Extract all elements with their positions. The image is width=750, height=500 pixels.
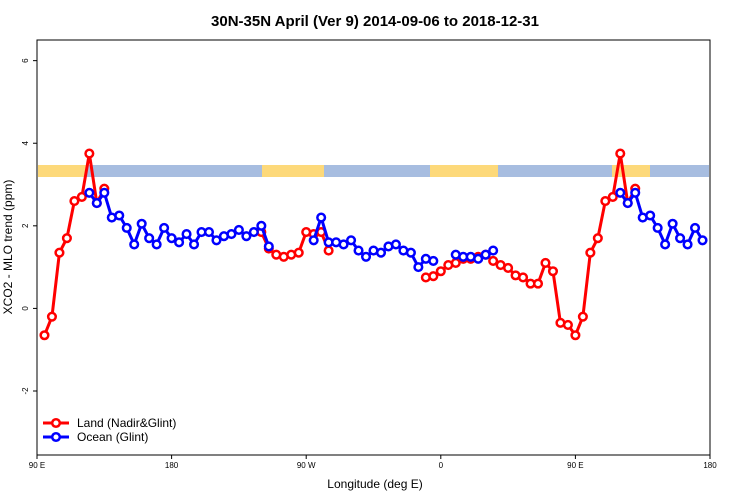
- data-point: [263, 241, 274, 252]
- legend-marker: [50, 431, 62, 443]
- data-point: [308, 235, 319, 246]
- data-point: [592, 233, 603, 244]
- legend-marker: [50, 417, 62, 429]
- legend-label: Ocean (Glint): [77, 430, 148, 444]
- data-point: [473, 253, 484, 264]
- data-point: [630, 187, 641, 198]
- data-point: [667, 218, 678, 229]
- x-tick-label: 90 E: [567, 461, 583, 470]
- x-axis-label: Longitude (deg E): [327, 477, 422, 491]
- data-point: [413, 262, 424, 273]
- land-ocean-mask: [38, 165, 709, 177]
- data-point: [622, 198, 633, 209]
- data-point: [480, 249, 491, 260]
- data-point: [488, 255, 499, 266]
- data-point: [121, 222, 132, 233]
- x-tick-label: 90 E: [29, 461, 45, 470]
- data-point: [645, 210, 656, 221]
- data-point: [540, 257, 551, 269]
- data-point: [323, 245, 334, 256]
- x-tick-label: 180: [165, 461, 179, 470]
- plot-frame: [36, 39, 711, 456]
- data-point: [682, 239, 693, 250]
- data-point: [188, 239, 200, 250]
- data-point: [181, 229, 192, 240]
- data-point: [615, 148, 626, 159]
- data-point: [675, 233, 686, 244]
- y-tick-label: 0: [21, 306, 30, 311]
- data-point: [577, 311, 588, 322]
- data-point: [689, 222, 701, 233]
- data-point: [99, 187, 110, 198]
- data-point: [114, 210, 125, 221]
- x-tick-label: 90 W: [297, 461, 316, 470]
- y-tick-label: 2: [21, 223, 30, 228]
- data-point: [697, 235, 708, 246]
- data-point: [390, 239, 401, 250]
- data-point: [316, 212, 327, 223]
- data-point: [547, 266, 559, 277]
- data-point: [488, 245, 499, 256]
- data-point: [84, 187, 95, 198]
- data-point: [405, 247, 416, 258]
- data-point: [607, 191, 618, 202]
- data-point: [203, 226, 215, 238]
- data-point: [256, 220, 267, 231]
- data-point: [151, 239, 162, 250]
- data-point: [585, 247, 596, 258]
- data-point: [570, 330, 581, 341]
- data-point: [174, 237, 185, 248]
- data-point: [338, 239, 349, 250]
- data-point: [360, 251, 372, 262]
- data-point: [652, 222, 663, 233]
- y-tick-label: -2: [21, 387, 30, 395]
- data-point: [562, 319, 573, 330]
- data-point: [91, 198, 102, 209]
- data-point: [76, 191, 87, 202]
- data-point: [39, 330, 50, 341]
- data-point: [375, 247, 387, 258]
- data-point: [84, 148, 95, 159]
- data-point: [435, 266, 446, 277]
- chart-title: 30N-35N April (Ver 9) 2014-09-06 to 2018…: [211, 13, 539, 30]
- data-point: [660, 239, 671, 250]
- data-point: [233, 224, 244, 236]
- data-point: [46, 311, 58, 322]
- data-point: [615, 187, 626, 198]
- data-point: [54, 247, 65, 258]
- y-tick-label: 4: [21, 140, 30, 145]
- data-point: [428, 255, 439, 266]
- data-point: [69, 195, 80, 207]
- y-tick-label: 6: [21, 58, 30, 63]
- data-point: [129, 239, 140, 250]
- data-point: [136, 218, 147, 229]
- data-point: [144, 233, 155, 244]
- data-point: [518, 272, 529, 283]
- data-point: [600, 195, 611, 207]
- data-point: [166, 233, 177, 244]
- data-point: [241, 231, 252, 242]
- data-point: [293, 247, 304, 258]
- data-point: [248, 226, 259, 238]
- data-point: [226, 229, 237, 240]
- series-line: [88, 191, 704, 269]
- y-axis-label: XCO2 - MLO trend (ppm): [1, 180, 15, 315]
- data-point: [353, 245, 364, 256]
- data-point: [61, 233, 72, 244]
- data-point: [159, 222, 170, 233]
- data-point: [428, 271, 439, 282]
- x-tick-label: 0: [439, 461, 444, 470]
- data-point: [532, 278, 544, 289]
- x-tick-label: 180: [703, 461, 717, 470]
- data-point: [346, 235, 357, 246]
- legend-label: Land (Nadir&Glint): [77, 416, 176, 430]
- data-point: [503, 262, 514, 273]
- data-point: [211, 235, 222, 246]
